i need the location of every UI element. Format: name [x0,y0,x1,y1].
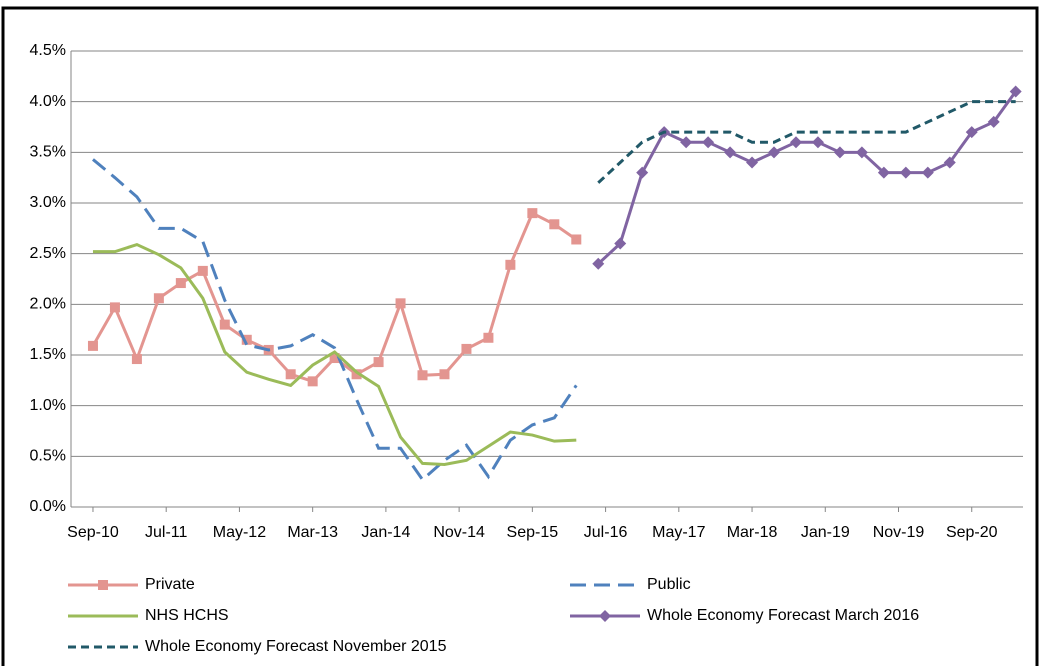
marker [439,369,450,380]
x-tick-label: Sep-20 [946,524,998,541]
legend-marker [98,580,108,590]
legend-label: Private [145,576,195,593]
x-tick-label: Jan-19 [801,524,850,541]
marker [351,369,362,380]
marker [746,156,759,169]
marker [153,293,164,304]
y-tick-label: 1.5% [30,346,66,363]
x-tick-label: Mar-13 [287,524,338,541]
marker [395,298,406,309]
x-tick-label: May-17 [652,524,705,541]
marker [811,136,824,149]
marker [175,278,186,289]
marker [833,146,846,159]
y-tick-label: 3.5% [30,144,66,161]
x-tick-label: Jul-16 [584,524,628,541]
marker [768,146,781,159]
x-tick-label: Sep-15 [507,524,559,541]
marker [373,357,384,368]
legend-label: Public [647,576,691,593]
marker [131,354,142,365]
legend-label: Whole Economy Forecast November 2015 [145,638,447,655]
marker [789,136,802,149]
marker [592,257,605,270]
marker [109,302,120,313]
legend-label: NHS HCHS [145,607,229,624]
marker [702,136,715,149]
marker [417,370,428,381]
x-tick-label: Jul-11 [145,524,187,541]
y-tick-label: 2.5% [30,245,66,262]
marker [987,115,1000,128]
marker [965,126,978,139]
marker [724,146,737,159]
x-tick-label: Mar-18 [727,524,778,541]
marker [307,376,318,387]
marker [680,136,693,149]
marker [943,156,956,169]
marker [921,166,934,179]
marker [461,343,472,354]
marker [571,234,582,245]
marker [505,259,516,270]
x-tick-label: Nov-19 [873,524,925,541]
legend-label: Whole Economy Forecast March 2016 [647,607,919,624]
x-tick-label: May-12 [213,524,266,541]
series-line [92,158,578,482]
series-line [92,242,577,466]
x-tick-label: Jan-14 [361,524,410,541]
marker [549,219,560,230]
y-tick-label: 4.5% [30,42,66,59]
legend-marker [599,610,611,622]
marker [877,166,890,179]
y-tick-label: 0.5% [30,448,66,465]
marker [197,265,208,276]
marker [87,340,98,351]
x-tick-label: Sep-10 [67,524,119,541]
y-tick-label: 4.0% [30,93,66,110]
marker [527,208,538,219]
y-tick-label: 2.0% [30,296,66,313]
marker [329,353,340,364]
marker [241,334,252,345]
y-tick-label: 3.0% [30,194,66,211]
marker [483,332,494,343]
marker [899,166,912,179]
y-tick-label: 1.0% [30,397,66,414]
marker [855,146,868,159]
frame [1,6,1039,670]
marker [614,237,627,250]
marker [1009,85,1022,98]
marker [636,166,649,179]
x-tick-label: Nov-14 [433,524,485,541]
marker [285,369,296,380]
y-tick-label: 0.0% [30,498,66,515]
marker [219,319,230,330]
